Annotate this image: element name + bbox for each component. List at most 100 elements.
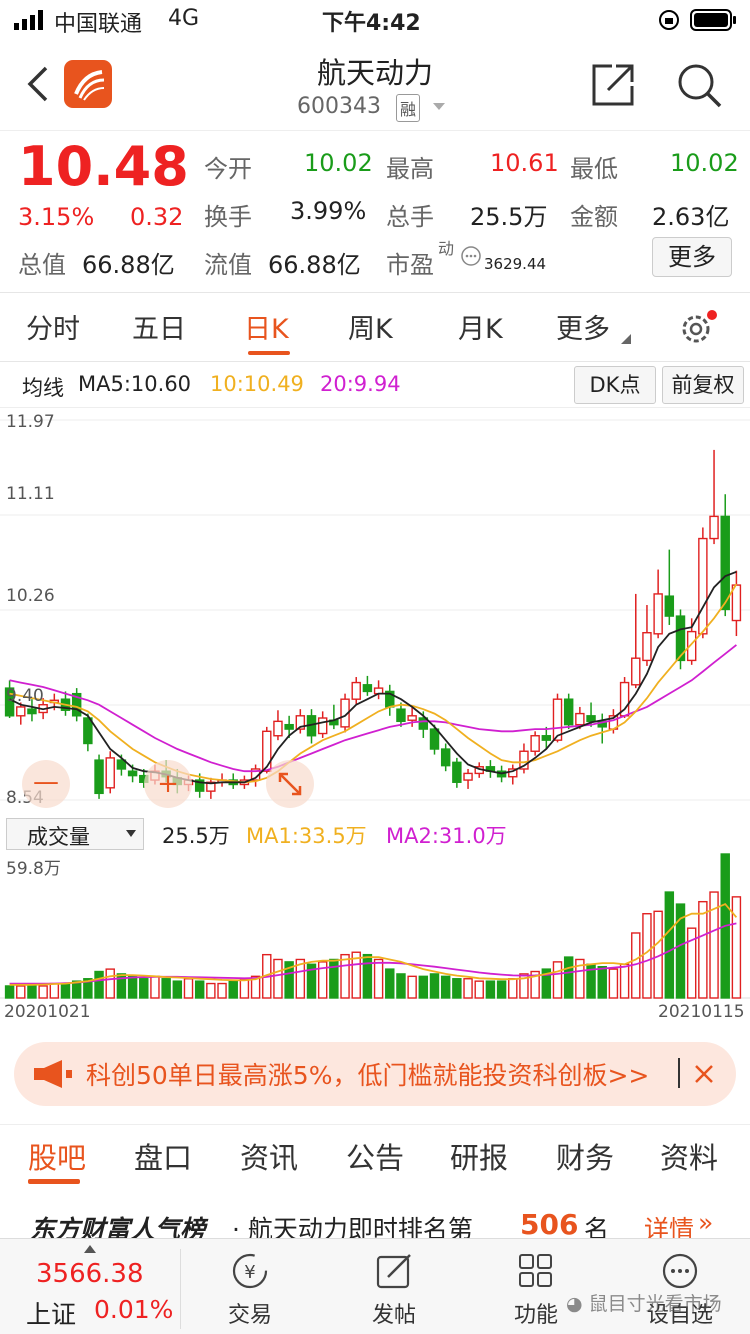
volume-bar: [83, 978, 93, 999]
dk-point-button[interactable]: DK点: [574, 366, 656, 404]
candle-body: [541, 735, 552, 741]
volume-bar: [698, 900, 708, 999]
volume-legend-row: 成交量 25.5万 MA1:33.5万 MA2:31.0万: [0, 816, 750, 852]
high-value: 10.61: [490, 149, 559, 177]
volume-bar: [306, 963, 317, 999]
post-button[interactable]: 发帖: [344, 1247, 444, 1329]
volume-bar: [127, 975, 138, 999]
candle-body: [284, 723, 294, 730]
volume-bar: [38, 985, 48, 999]
index-name[interactable]: 上证: [26, 1300, 77, 1329]
volume-bar: [530, 970, 540, 999]
corner-triangle-icon: [621, 334, 631, 344]
trade-label: 交易: [227, 1303, 272, 1328]
more-button[interactable]: 更多: [652, 237, 732, 277]
volume-bar: [508, 978, 518, 999]
rank-detail-link[interactable]: 详情: [644, 1215, 695, 1242]
volume-bar: [552, 961, 563, 999]
ma-label: 均线: [22, 376, 64, 400]
share-icon[interactable]: [590, 62, 636, 108]
functions-button[interactable]: 功能: [486, 1247, 586, 1329]
volume-bar: [709, 891, 719, 999]
volume-bar: [418, 975, 429, 999]
tab-more[interactable]: 更多: [556, 314, 610, 345]
candle-body: [262, 730, 272, 772]
pe-label: 市盈: [386, 251, 434, 279]
tab-profile[interactable]: 资料: [660, 1141, 719, 1175]
index-value[interactable]: 3566.38: [36, 1259, 144, 1289]
trade-button[interactable]: ¥ 交易: [200, 1247, 300, 1329]
ma-legend-row: 均线 MA5:10.60 10:10.49 20:9.94 DK点 前复权: [0, 362, 750, 408]
add-watchlist-button[interactable]: 设自选: [630, 1247, 730, 1329]
volume-chart[interactable]: 59.8万 20201021 20210115: [0, 852, 750, 1028]
quote-panel: 10.48 3.15% 0.32 今开 10.02 最高 10.61 最低 10…: [0, 130, 750, 290]
battery-icon: [690, 9, 736, 31]
promo-banner[interactable]: 科创50单日最高涨5%，低门槛就能投资科创板>>: [14, 1042, 736, 1106]
tab-orderbook[interactable]: 盘口: [134, 1141, 193, 1175]
active-tab-indicator: [248, 351, 290, 355]
tab-intraday[interactable]: 分时: [26, 314, 80, 345]
tab-financials[interactable]: 财务: [556, 1141, 615, 1175]
volume-bar: [373, 958, 384, 999]
stock-header: 航天动力 600343 融: [0, 40, 750, 128]
volume-bar: [284, 961, 294, 999]
candle-body: [686, 630, 697, 662]
tab-monthly-k[interactable]: 月K: [458, 314, 503, 345]
back-icon[interactable]: [26, 66, 50, 102]
zoom-out-icon[interactable]: —: [22, 760, 70, 808]
mcap-value: 66.88亿: [82, 251, 175, 279]
low-label: 最低: [570, 155, 618, 183]
candle-body: [452, 761, 462, 783]
change-percent: 3.15%: [18, 203, 95, 231]
fullscreen-icon[interactable]: [266, 760, 314, 808]
volume-bar: [496, 980, 507, 999]
indicator-selector[interactable]: 成交量: [6, 818, 144, 850]
search-icon[interactable]: [676, 62, 722, 108]
tab-guba[interactable]: 股吧: [28, 1141, 87, 1175]
period-tabs: 分时 五日 日K 周K 月K 更多: [0, 292, 750, 362]
volume-bar: [619, 963, 630, 999]
date-end: 20210115: [658, 1002, 745, 1022]
tab-news[interactable]: 资讯: [240, 1141, 299, 1175]
clock: 下午4:42: [322, 11, 421, 36]
volume-bar: [139, 978, 149, 999]
close-icon[interactable]: [694, 1064, 714, 1084]
candle-body: [631, 657, 641, 686]
candle-body: [552, 698, 563, 741]
stock-name: 航天动力: [316, 56, 433, 90]
tab-five-day[interactable]: 五日: [132, 314, 186, 345]
settings-gear-icon[interactable]: [678, 309, 718, 349]
index-change[interactable]: 0.01%: [94, 1295, 174, 1324]
tab-daily-k[interactable]: 日K: [244, 314, 289, 345]
tab-research[interactable]: 研报: [450, 1141, 509, 1175]
functions-label: 功能: [513, 1303, 558, 1328]
candle-body: [396, 708, 406, 723]
volume-bar: [239, 978, 250, 999]
volume-bar: [675, 903, 686, 999]
double-chevron-icon: »: [698, 1208, 714, 1237]
volume-bar: [407, 975, 417, 999]
volume-bar: [608, 968, 619, 999]
volume-bar: [385, 968, 395, 999]
volume-bar: [194, 980, 205, 999]
candle-body: [206, 781, 216, 792]
dropdown-icon[interactable]: [432, 102, 446, 112]
candle-body: [105, 757, 115, 789]
candle-body: [16, 706, 26, 717]
pe-dynamic-mark: 动: [438, 239, 455, 258]
popularity-rank-row[interactable]: 东方财富人气榜 · 航天动力即时排名第 506 名 详情 »: [0, 1198, 750, 1242]
zoom-in-icon[interactable]: +: [144, 760, 192, 808]
candle-body: [127, 770, 138, 777]
volume-bar: [273, 958, 283, 999]
network-type: 4G: [168, 6, 200, 31]
volume-bar: [317, 961, 328, 999]
candle-body: [575, 712, 585, 726]
tab-announcements[interactable]: 公告: [346, 1141, 405, 1175]
tab-weekly-k[interactable]: 周K: [348, 314, 393, 345]
candlestick-chart[interactable]: 11.97 11.11 10.26 9.40 8.54 — +: [0, 408, 750, 816]
mcap-label: 总值: [18, 251, 66, 279]
forward-adjust-button[interactable]: 前复权: [662, 366, 744, 404]
axis-label-mid3: 9.40: [6, 686, 44, 706]
candle-body: [653, 593, 663, 635]
rank-number: 506: [520, 1208, 579, 1241]
